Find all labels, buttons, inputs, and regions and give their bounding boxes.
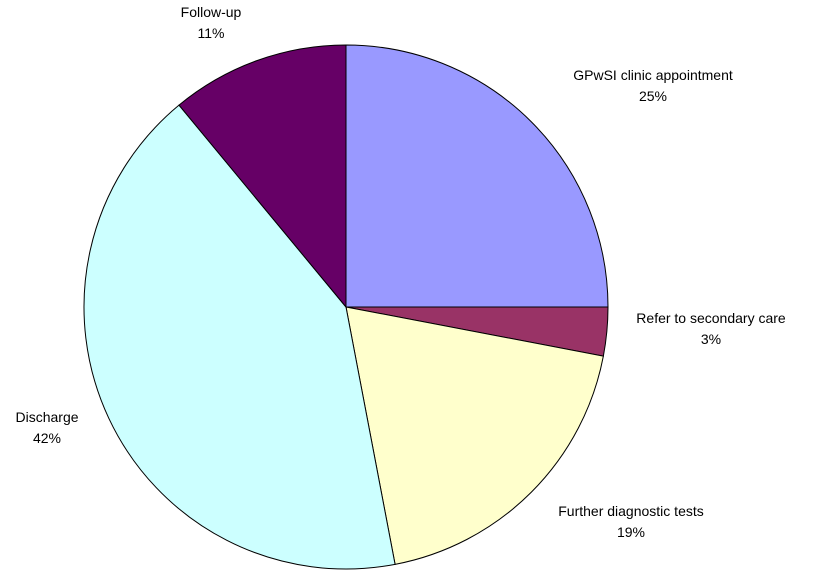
slice-value-label: 25% bbox=[639, 88, 667, 104]
slice-label: Refer to secondary care bbox=[636, 310, 786, 326]
slice-label: Follow-up bbox=[181, 4, 242, 20]
slice-value-label: 42% bbox=[33, 430, 61, 446]
slice-label: Discharge bbox=[15, 409, 78, 425]
slice-label: Further diagnostic tests bbox=[558, 503, 704, 519]
pie-slice bbox=[345, 44, 609, 308]
slice-value-label: 3% bbox=[701, 331, 721, 347]
pie-slice bbox=[83, 104, 396, 570]
pie-slice bbox=[178, 44, 347, 309]
slice-value-label: 11% bbox=[198, 25, 225, 41]
pie-slice bbox=[345, 306, 604, 565]
slice-value-label: 19% bbox=[617, 524, 645, 540]
slice-label: GPwSI clinic appointment bbox=[573, 67, 733, 83]
